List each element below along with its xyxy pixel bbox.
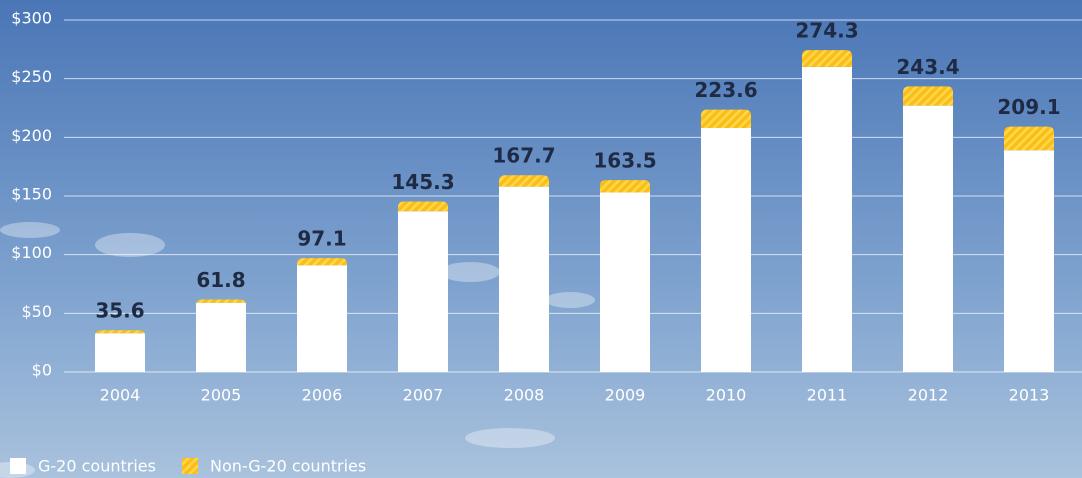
- x-tick-label: 2013: [1009, 386, 1050, 405]
- bar-segment: [600, 180, 650, 193]
- x-tick-label: 2005: [201, 386, 242, 405]
- bar-segment: [297, 265, 347, 372]
- bar-segment: [600, 192, 650, 372]
- total-label: 167.7: [492, 144, 555, 168]
- x-tick-label: 2004: [100, 386, 141, 405]
- bar-segment: [499, 175, 549, 187]
- y-tick-label: $50: [21, 302, 52, 321]
- total-label: 35.6: [95, 299, 144, 323]
- bar-segment: [701, 127, 751, 372]
- legend-label: Non-G-20 countries: [210, 457, 366, 476]
- legend-swatch: [181, 458, 198, 474]
- total-label: 97.1: [297, 227, 346, 251]
- y-tick-label: $250: [11, 67, 52, 86]
- bar-segment: [95, 330, 145, 337]
- x-tick-label: 2012: [908, 386, 949, 405]
- y-tick-label: $100: [11, 243, 52, 262]
- bar-segment: [1004, 126, 1054, 151]
- x-tick-label: 2009: [605, 386, 646, 405]
- bar-segment: [95, 333, 145, 372]
- bar-segment: [903, 86, 953, 106]
- y-tick-label: $150: [11, 185, 52, 204]
- bar-segment: [701, 109, 751, 128]
- y-tick-label: $0: [32, 361, 52, 380]
- bar-segment: [398, 211, 448, 372]
- bar-segment: [903, 105, 953, 373]
- total-label: 61.8: [196, 268, 245, 292]
- bar-segment: [196, 299, 246, 306]
- bar-segment: [1004, 150, 1054, 372]
- total-label: 243.4: [896, 55, 959, 79]
- x-tick-label: 2007: [403, 386, 444, 405]
- y-tick-label: $200: [11, 126, 52, 145]
- total-label: 209.1: [997, 95, 1060, 119]
- x-tick-label: 2006: [302, 386, 343, 405]
- x-tick-label: 2011: [807, 386, 848, 405]
- total-label: 223.6: [694, 78, 757, 102]
- x-tick-label: 2010: [706, 386, 747, 405]
- bar-segment: [398, 201, 448, 212]
- total-label: 274.3: [795, 19, 858, 43]
- y-tick-label: $300: [11, 9, 52, 28]
- legend-swatch: [10, 458, 26, 474]
- bar-segment: [802, 66, 852, 372]
- legend-label: G-20 countries: [38, 457, 156, 476]
- bar-segment: [196, 302, 246, 372]
- bar-segment: [499, 186, 549, 372]
- total-label: 145.3: [391, 170, 454, 194]
- clouds: [0, 222, 595, 478]
- total-label: 163.5: [593, 149, 656, 173]
- bar-segment: [297, 258, 347, 266]
- bar-segment: [802, 50, 852, 67]
- x-tick-label: 2008: [504, 386, 545, 405]
